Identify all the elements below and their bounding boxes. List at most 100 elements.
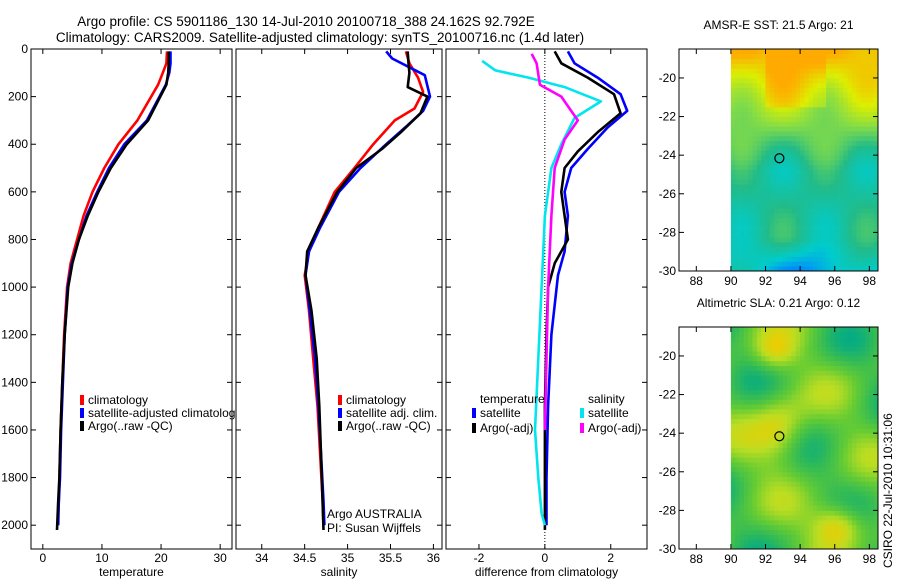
x-tick-label: -2 <box>474 551 485 565</box>
map-cell <box>826 365 831 371</box>
map-cell <box>826 356 831 362</box>
map-cell <box>739 203 745 209</box>
map-cell <box>856 155 862 161</box>
map-cell <box>847 73 853 79</box>
map-cell <box>830 341 836 347</box>
map-cell <box>761 155 766 161</box>
map-cell <box>834 102 840 108</box>
map-cell <box>791 82 797 88</box>
map-cell <box>856 111 862 117</box>
map-cell <box>735 520 740 526</box>
map-cell <box>774 131 779 137</box>
map-cell <box>787 346 792 352</box>
map-cell <box>782 433 788 439</box>
map-cell <box>817 399 823 405</box>
map-cell <box>756 189 762 195</box>
map-cell <box>735 92 740 98</box>
map-cell <box>735 251 740 257</box>
map-cell <box>834 481 840 487</box>
map-cell <box>843 457 849 463</box>
map-cell <box>826 87 831 93</box>
map-cell <box>800 106 805 113</box>
map-cell <box>782 208 788 214</box>
map-cell <box>856 73 862 79</box>
map-cell <box>808 256 814 262</box>
map-cell <box>839 462 844 468</box>
map-cell <box>739 164 745 170</box>
map-cell <box>830 495 836 502</box>
map-cell <box>782 160 788 166</box>
map-cell <box>834 452 840 458</box>
map-cell <box>791 428 797 434</box>
map-cell <box>804 500 810 506</box>
map-cell <box>774 481 779 487</box>
map-cell <box>847 471 853 477</box>
map-cell <box>847 389 853 395</box>
map-cell <box>748 256 753 262</box>
map-cell <box>865 524 870 531</box>
map-cell <box>743 58 749 64</box>
map-cell <box>813 82 818 88</box>
map-cell <box>761 327 766 333</box>
map-cell <box>826 520 831 526</box>
map-cell <box>873 63 879 69</box>
y-tick-label: -22 <box>659 388 677 402</box>
map-cell <box>839 491 844 497</box>
map-cell <box>778 447 784 453</box>
map-cell <box>730 524 736 531</box>
map-cell <box>808 208 814 214</box>
map-cell <box>834 53 840 59</box>
map-cell <box>813 471 818 477</box>
map-cell <box>795 198 801 204</box>
map-cell <box>795 404 801 410</box>
map-cell <box>761 222 766 228</box>
map-cell <box>826 63 831 69</box>
map-cell <box>752 327 758 333</box>
map-cell <box>852 423 857 429</box>
map-cell <box>778 131 784 137</box>
map-cell <box>769 266 775 272</box>
map-cell <box>804 97 810 103</box>
map-cell <box>839 169 844 175</box>
map-cell <box>743 217 749 224</box>
map-cell <box>778 217 784 224</box>
map-cell <box>748 481 753 487</box>
map-cell <box>739 394 745 400</box>
map-cell <box>834 524 840 531</box>
map-cell <box>856 544 862 550</box>
map-cell <box>826 266 831 272</box>
map-cell <box>847 222 853 228</box>
map-cell <box>821 232 827 238</box>
map-cell <box>804 351 810 357</box>
map-cell <box>743 179 749 185</box>
map-cell <box>873 500 879 506</box>
map-cell <box>865 58 870 64</box>
map-cell <box>826 389 831 395</box>
map-cell <box>787 58 792 64</box>
map-cell <box>852 486 857 492</box>
map-cell <box>730 92 736 98</box>
map-cell <box>813 327 818 333</box>
map-cell <box>735 341 740 347</box>
map-cell <box>843 399 849 405</box>
map-cell <box>873 423 879 429</box>
map-cell <box>860 520 866 526</box>
map-cell <box>865 418 870 424</box>
map-cell <box>748 106 753 113</box>
map-cell <box>778 155 784 161</box>
map-cell <box>860 544 866 550</box>
map-cell <box>748 135 753 142</box>
map-cell <box>826 184 831 190</box>
map-cell <box>860 266 866 272</box>
map-cell <box>808 370 814 376</box>
map-cell <box>865 360 870 366</box>
map-cell <box>756 155 762 161</box>
map-cell <box>752 438 758 444</box>
map-cell <box>787 409 792 415</box>
map-cell <box>795 515 801 521</box>
map-cell <box>795 92 801 98</box>
map-cell <box>743 389 749 395</box>
map-cell <box>730 131 736 137</box>
map-cell <box>735 524 740 531</box>
map-cell <box>843 217 849 224</box>
